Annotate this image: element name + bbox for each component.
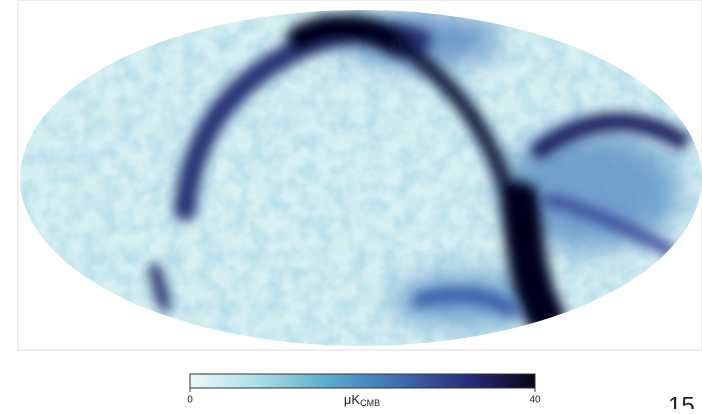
colorbar-tick-label: 40 — [529, 395, 541, 406]
page-number: 15 — [668, 392, 695, 409]
colorbar — [190, 374, 535, 388]
sky-map-figure: 0 40 μKCMB 15 — [0, 0, 702, 409]
mollweide-map — [18, 8, 702, 348]
colorbar-label: μKCMB — [344, 392, 380, 408]
colorbar-tick-label: 0 — [187, 395, 193, 406]
unit-subscript: CMB — [360, 398, 380, 408]
unit: μK — [344, 392, 360, 407]
page: 040 μKCMB 15 (() => { const data = JSON.… — [0, 0, 702, 409]
